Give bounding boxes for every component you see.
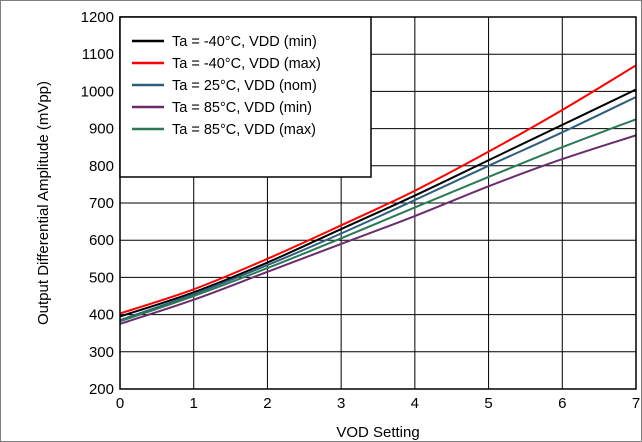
y-tick-label: 1200 bbox=[81, 9, 114, 26]
series-line-4 bbox=[119, 118, 637, 323]
series-line-1 bbox=[119, 64, 637, 315]
series-line-2 bbox=[119, 96, 637, 322]
series-lines bbox=[119, 64, 637, 325]
x-tick-labels: 0 1 2 3 4 5 6 7 bbox=[116, 395, 640, 412]
series-line-3 bbox=[119, 134, 637, 325]
y-tick-label: 1100 bbox=[82, 46, 114, 63]
x-tick-label: 2 bbox=[263, 395, 271, 412]
x-tick-label: 1 bbox=[190, 395, 198, 412]
x-axis-label: VOD Setting bbox=[336, 424, 419, 441]
y-tick-labels: 200 300 400 500 600 700 800 900 1000 1100 1200 bbox=[81, 9, 114, 398]
legend: Ta = -40°C, VDD (min) Ta = -40°C, VDD (ma… bbox=[119, 16, 372, 178]
y-tick-label: 500 bbox=[89, 269, 114, 286]
legend-label-4: Ta = 85°C, VDD (max) bbox=[172, 122, 316, 138]
y-tick-label: 600 bbox=[89, 232, 114, 249]
y-tick-label: 200 bbox=[89, 381, 114, 398]
y-axis-label: Output Differential Amplitude (mVpp) bbox=[35, 81, 52, 325]
plot-area-border bbox=[119, 16, 637, 390]
y-tick-label: 300 bbox=[89, 344, 114, 361]
legend-box bbox=[119, 16, 372, 178]
x-tick-label: 0 bbox=[116, 395, 124, 412]
legend-label-2: Ta = 25°C, VDD (nom) bbox=[172, 78, 317, 94]
y-tick-label: 800 bbox=[89, 158, 114, 175]
legend-label-0: Ta = -40°C, VDD (min) bbox=[172, 34, 317, 50]
y-tick-label: 700 bbox=[89, 195, 114, 212]
x-tick-label: 3 bbox=[337, 395, 345, 412]
x-tick-label: 4 bbox=[411, 395, 419, 412]
y-tick-label: 900 bbox=[89, 121, 114, 138]
legend-label-1: Ta = -40°C, VDD (max) bbox=[172, 56, 321, 72]
y-tick-label: 400 bbox=[89, 307, 114, 324]
y-tick-label: 1000 bbox=[81, 83, 114, 100]
series-line-0 bbox=[119, 88, 637, 318]
x-tick-label: 5 bbox=[484, 395, 492, 412]
legend-label-3: Ta = 85°C, VDD (min) bbox=[172, 100, 312, 116]
x-tick-label: 7 bbox=[632, 395, 640, 412]
x-tick-label: 6 bbox=[558, 395, 566, 412]
